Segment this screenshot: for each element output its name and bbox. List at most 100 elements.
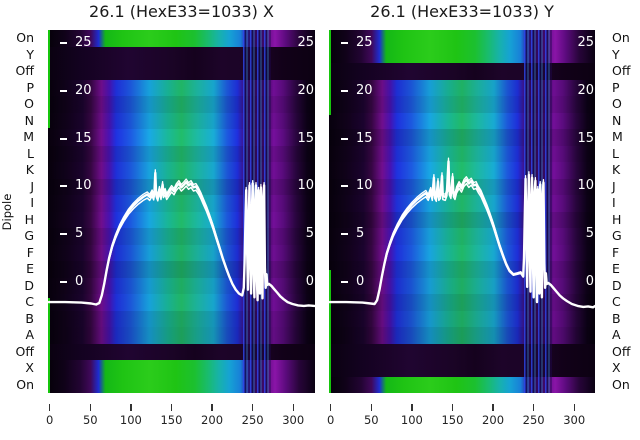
row-label: H	[24, 211, 34, 227]
y-tick-value-right: 15	[297, 130, 314, 146]
panel-title-x: 26.1 (HexE33=1033) X	[89, 2, 274, 21]
y-tick-value: 15	[356, 130, 373, 146]
row-label: On	[16, 376, 34, 392]
y-tick-label: 0	[60, 274, 83, 290]
tick-dash	[341, 185, 348, 188]
row-label: X	[25, 360, 34, 376]
row-label: K	[25, 162, 34, 178]
y-tick-value-right: 5	[305, 226, 314, 242]
y-tick-value-right: 15	[577, 130, 594, 146]
x-tick-mark	[292, 404, 294, 411]
x-tick-mark	[49, 404, 51, 411]
y-tick-value: 0	[356, 274, 365, 289]
x-tick-mark	[211, 404, 213, 411]
row-label: C	[612, 294, 621, 310]
tick-dash	[341, 89, 348, 92]
x-tick-label: 150	[441, 413, 464, 427]
y-tick-label: 10	[341, 178, 373, 194]
y-tick-value-right: 25	[577, 35, 594, 50]
row-label: Y	[612, 46, 620, 62]
x-tick-mark	[411, 404, 413, 411]
x-tick-label: 50	[82, 413, 98, 427]
row-label: P	[612, 79, 620, 95]
beam-profile-curve	[48, 169, 315, 308]
y-tick-value-right: 20	[577, 82, 594, 98]
y-tick-value-right: 0	[305, 274, 314, 289]
y-tick-value: 15	[75, 130, 92, 146]
x-tick-label: 50	[363, 413, 379, 427]
x-tick-label: 100	[119, 413, 142, 427]
row-label: D	[24, 277, 34, 293]
x-tick-label: 250	[522, 413, 545, 427]
y-tick-label: 25	[60, 35, 92, 51]
tick-dash	[60, 233, 67, 236]
x-tick-label: 300	[563, 413, 586, 427]
row-label: N	[24, 112, 34, 128]
y-tick-value-right: 10	[297, 178, 314, 194]
y-tick-value-right: 5	[585, 226, 594, 242]
x-tick-mark	[492, 404, 494, 411]
x-tick-mark	[330, 404, 332, 411]
y-tick-value-right: 25	[297, 35, 314, 50]
row-label: E	[612, 261, 620, 277]
row-label: P	[26, 79, 34, 95]
x-tick-label: 300	[282, 413, 305, 427]
y-tick-label: 20	[341, 83, 373, 99]
edge-strip	[329, 270, 331, 393]
row-label: Off	[15, 63, 34, 79]
row-label: M	[23, 129, 34, 145]
x-tick-label: 0	[327, 413, 335, 427]
edge-strip	[329, 30, 331, 115]
x-tick-label: 200	[201, 413, 224, 427]
row-label: Y	[26, 46, 34, 62]
row-label: O	[24, 96, 34, 112]
tick-dash	[341, 137, 348, 140]
edge-strip	[48, 298, 50, 393]
row-label: I	[30, 195, 34, 211]
x-tick-label: 0	[46, 413, 54, 427]
heatmap-panel-x: 25 25 20 20 15 15 10 10 5 5 0 0	[48, 30, 315, 393]
y-tick-value: 25	[356, 35, 373, 50]
y-tick-value: 10	[356, 178, 373, 194]
y-tick-label: 20	[60, 83, 92, 99]
x-axis-y: 0 50 100 150 200 250 300	[327, 404, 595, 434]
tick-dash	[60, 89, 67, 92]
y-tick-value-right: 20	[297, 82, 314, 98]
row-label: C	[25, 294, 34, 310]
curve-strand	[48, 171, 315, 308]
x-tick-mark	[573, 404, 575, 411]
x-tick-mark	[89, 404, 91, 411]
row-label: B	[25, 310, 34, 326]
row-label: H	[612, 211, 622, 227]
y-tick-value: 10	[75, 178, 92, 194]
row-label: A	[612, 327, 621, 343]
x-axis-x: 0 50 100 150 200 250 300	[46, 404, 315, 434]
row-label: L	[612, 145, 619, 161]
row-label: B	[612, 310, 621, 326]
y-tick-label: 5	[341, 226, 364, 242]
row-label: D	[612, 277, 622, 293]
row-label: J	[612, 178, 616, 194]
x-tick-mark	[130, 404, 132, 411]
row-label: J	[30, 178, 34, 194]
row-label: F	[612, 244, 620, 260]
edge-strip	[48, 30, 50, 128]
y-tick-value: 5	[356, 226, 365, 242]
panel-title-y: 26.1 (HexE33=1033) Y	[370, 2, 554, 21]
y-tick-value-right: 10	[577, 178, 594, 194]
y-tick-value: 20	[356, 82, 373, 98]
x-tick-mark	[251, 404, 254, 411]
x-tick-label: 200	[482, 413, 505, 427]
x-tick-label: 100	[400, 413, 423, 427]
x-tick-mark	[451, 404, 454, 411]
row-label: Off	[15, 343, 34, 359]
row-label: On	[16, 30, 34, 46]
row-label: L	[27, 145, 34, 161]
row-label: F	[26, 244, 34, 260]
row-label: G	[24, 228, 34, 244]
heatmap-panel-y: 25 25 20 20 15 15 10 10 5 5 0 0	[329, 30, 595, 393]
curve-strand	[329, 157, 595, 308]
row-labels-right: On Y Off P O N M L K J I H G F E D C B A Off X On	[612, 0, 640, 440]
y-tick-label: 10	[60, 178, 92, 194]
tick-dash	[60, 42, 67, 44]
